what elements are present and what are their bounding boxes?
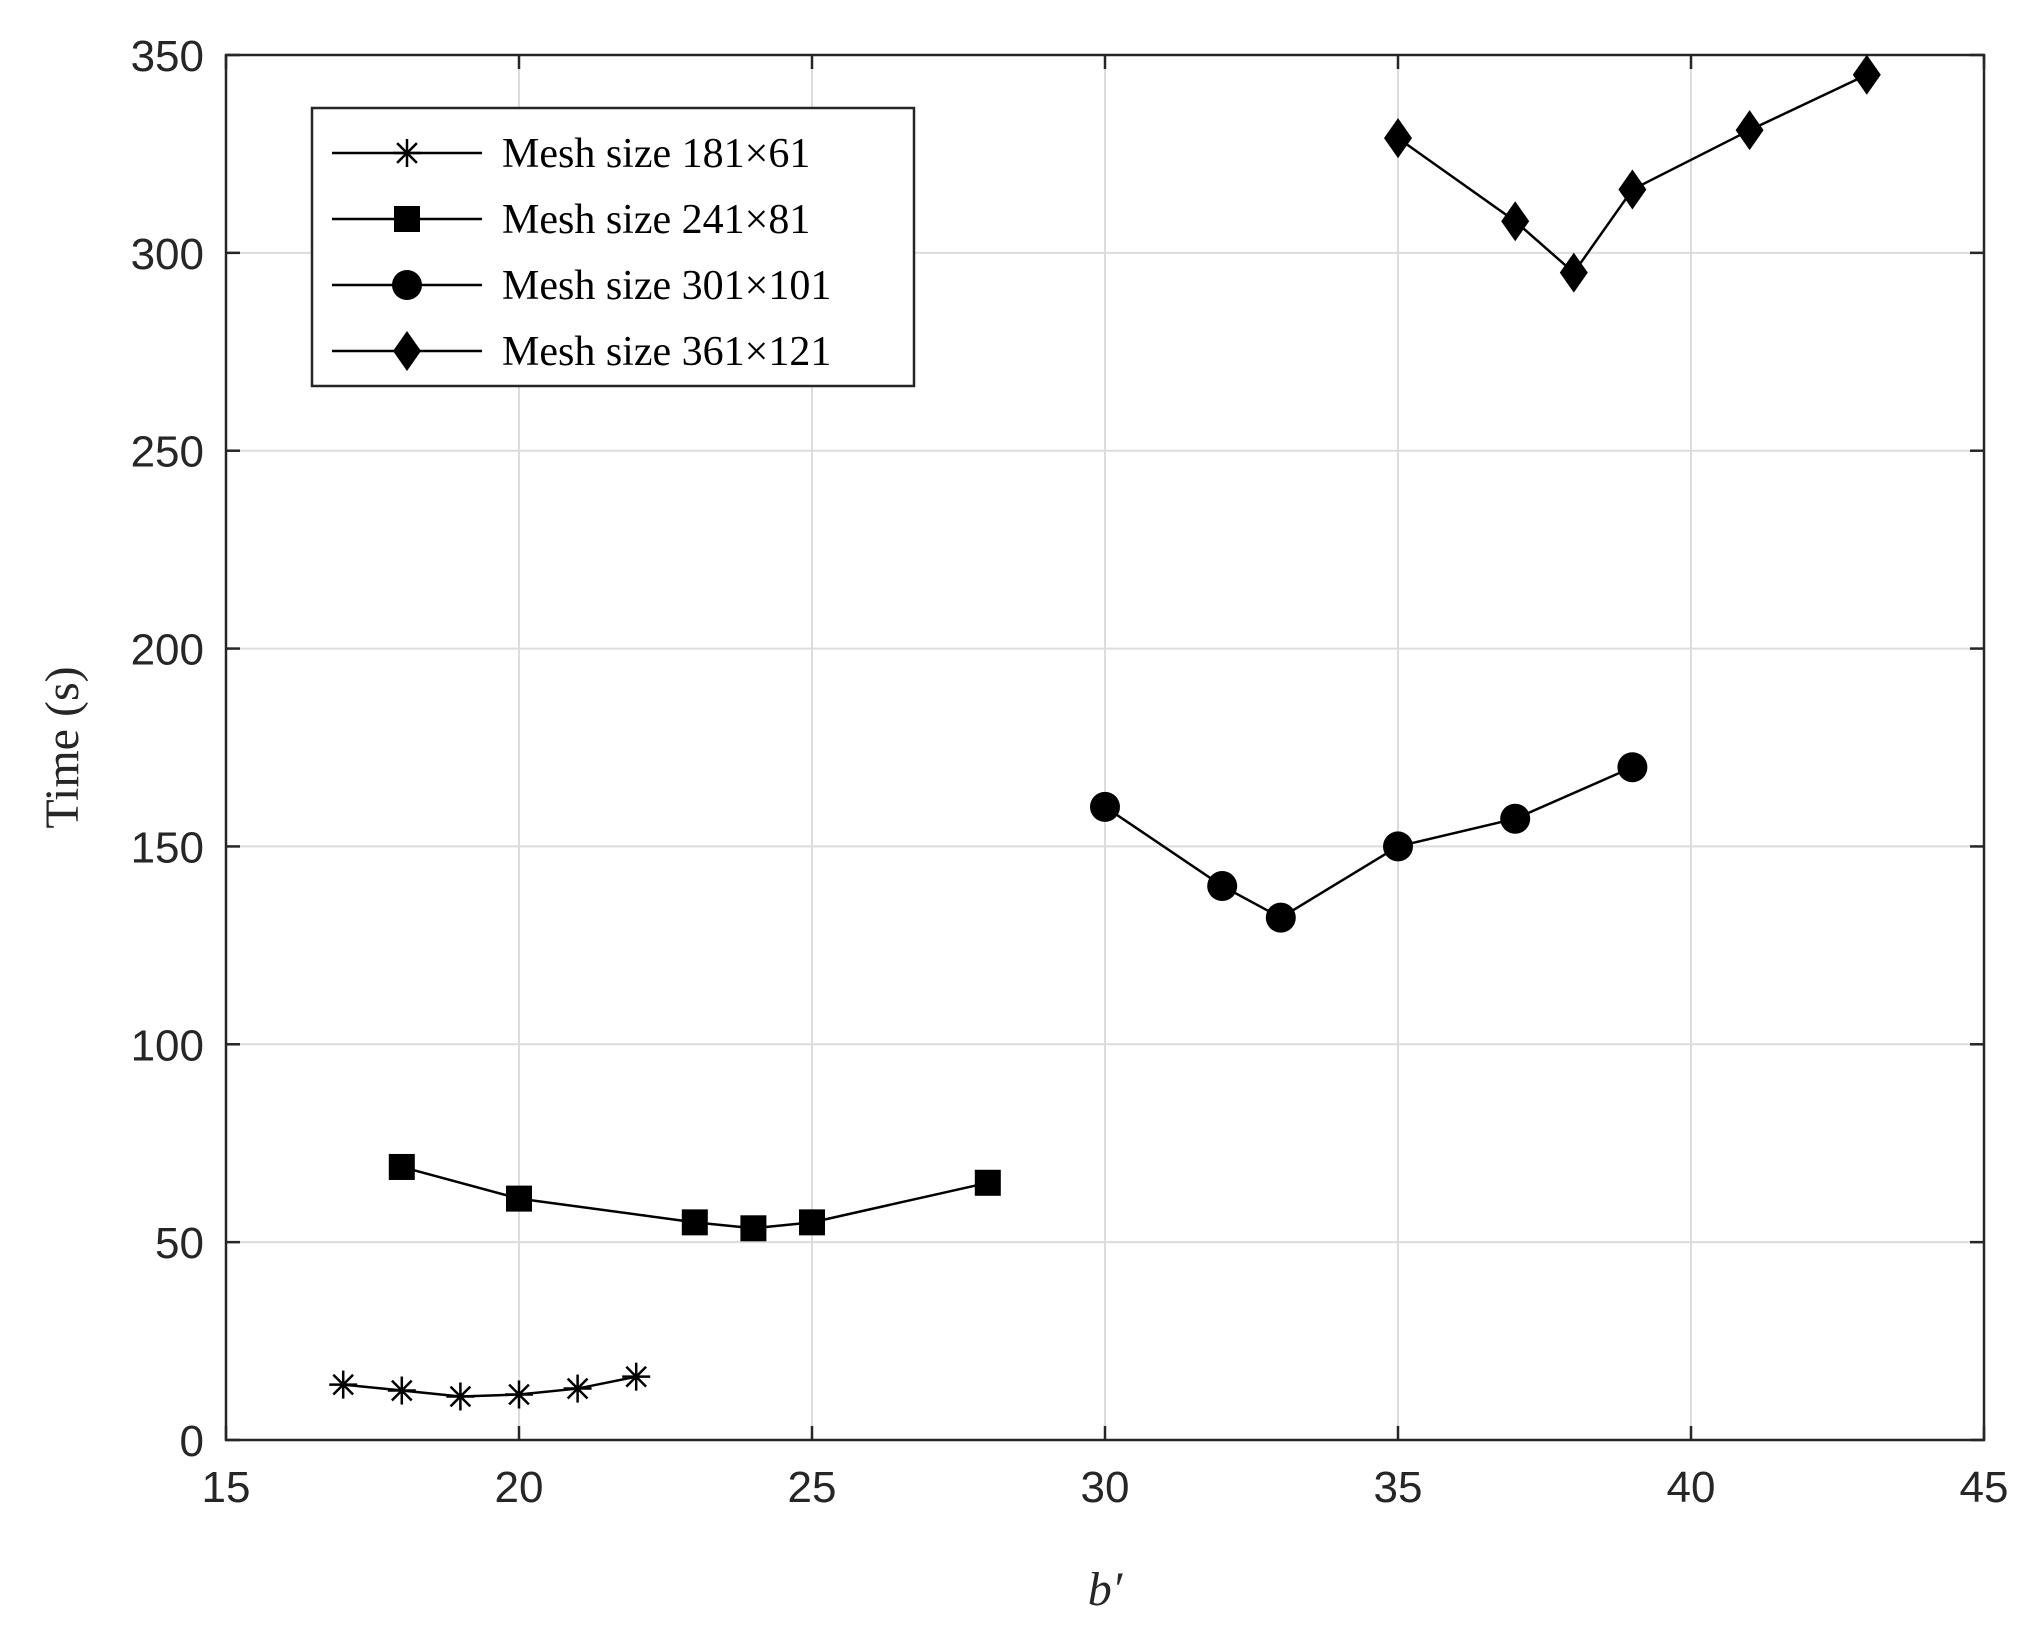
ticks	[224, 53, 1986, 1442]
circle-marker	[1500, 803, 1531, 834]
legend-item: Mesh size 241×81	[332, 197, 810, 243]
series-1	[329, 1362, 651, 1411]
diamond-marker	[1384, 118, 1412, 159]
x-tick-label: 15	[202, 1463, 251, 1512]
asterisk-marker	[329, 1370, 358, 1399]
asterisk-marker	[446, 1382, 475, 1411]
series-2	[388, 1153, 1001, 1242]
x-tick-label: 25	[788, 1463, 837, 1512]
x-axis-label: b′	[1088, 1563, 1124, 1616]
diamond-marker	[1501, 201, 1530, 242]
circle-marker	[1090, 791, 1120, 822]
legend-item: Mesh size 361×121	[332, 329, 831, 375]
legend-label: Mesh size 241×81	[502, 197, 810, 243]
legend-label: Mesh size 361×121	[502, 329, 831, 375]
y-tick-label: 100	[131, 1021, 204, 1070]
y-tick-label: 0	[180, 1417, 204, 1466]
diamond-marker	[1735, 110, 1764, 151]
square-marker	[506, 1185, 532, 1212]
square-marker	[740, 1215, 767, 1242]
legend-diamond-marker	[393, 331, 421, 371]
y-tick-label: 250	[131, 428, 204, 477]
legend-square-marker	[394, 206, 420, 232]
diamond-marker	[1559, 252, 1588, 293]
series-group	[329, 54, 1881, 1411]
series-line	[343, 1375, 637, 1398]
legend: Mesh size 181×61 Mesh size 241×81 Mesh siz…	[310, 106, 916, 388]
square-marker	[974, 1169, 1001, 1196]
legend-label: Mesh size 181×61	[502, 131, 810, 177]
legend-item: Mesh size 181×61	[332, 131, 810, 177]
x-tick-label: 40	[1667, 1463, 1716, 1512]
x-tick-label: 35	[1374, 1463, 1423, 1512]
series-line	[1104, 766, 1633, 920]
diamond-marker	[1852, 54, 1881, 95]
asterisk-marker	[505, 1380, 533, 1409]
circle-marker	[1265, 902, 1296, 933]
series-4	[1384, 54, 1881, 293]
y-tick-label: 350	[131, 32, 204, 81]
legend-circle-marker	[392, 270, 422, 300]
asterisk-marker	[622, 1362, 651, 1391]
circle-marker	[1383, 831, 1413, 862]
y-tick-label: 200	[131, 626, 204, 675]
x-tick-label: 30	[1081, 1463, 1130, 1512]
tick-labels: 15 20 25 30 35 40 45 0 50 100 150 200 250 300 350	[131, 32, 2009, 1512]
diamond-marker	[1618, 169, 1647, 210]
legend-asterisk-marker	[393, 139, 421, 167]
asterisk-marker	[387, 1376, 416, 1405]
y-tick-label: 50	[155, 1219, 204, 1268]
y-axis-label: Time (s)	[36, 666, 89, 828]
series-line	[1397, 73, 1868, 275]
series-line	[401, 1165, 989, 1230]
square-marker	[681, 1209, 708, 1236]
square-marker	[799, 1209, 825, 1236]
legend-label: Mesh size 301×101	[502, 263, 831, 309]
legend-item: Mesh size 301×101	[332, 263, 831, 309]
circle-marker	[1207, 871, 1238, 901]
series-3	[1090, 752, 1648, 933]
x-tick-label: 20	[495, 1463, 544, 1512]
y-tick-label: 300	[131, 230, 204, 279]
square-marker	[388, 1153, 415, 1180]
x-tick-label: 45	[1960, 1463, 2009, 1512]
y-tick-label: 150	[131, 823, 204, 872]
asterisk-marker	[563, 1374, 592, 1403]
circle-marker	[1617, 752, 1648, 783]
